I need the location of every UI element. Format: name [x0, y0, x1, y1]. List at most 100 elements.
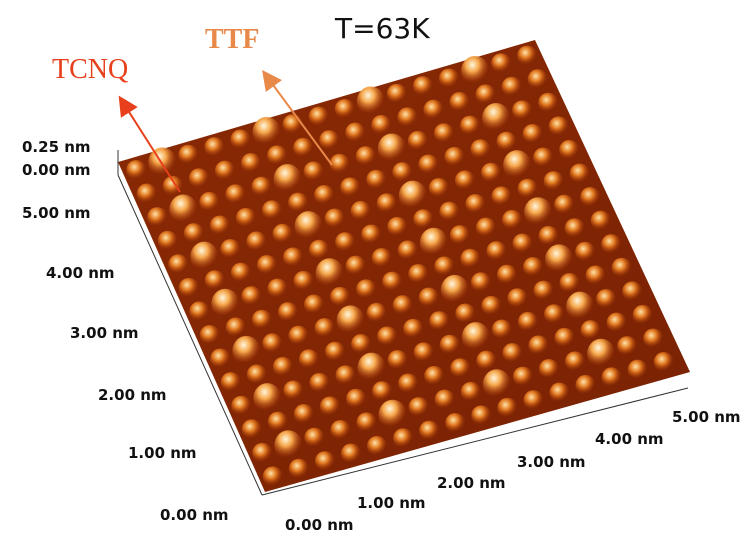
- surface-bump: [455, 303, 476, 324]
- surface-bump: [433, 123, 454, 144]
- y-tick-label: 2.00 nm: [98, 386, 167, 404]
- x-tick-label: 5.00 nm: [672, 408, 741, 426]
- surface-bump: [501, 76, 522, 97]
- surface-bump: [398, 373, 419, 394]
- surface-bump: [482, 369, 511, 400]
- surface-bump: [282, 114, 303, 135]
- surface-bump: [334, 98, 355, 119]
- surface-bump: [424, 365, 445, 386]
- surface-bump: [210, 348, 231, 369]
- surface-bump: [392, 162, 413, 183]
- surface-bump: [199, 324, 220, 345]
- surface-bump: [533, 280, 554, 301]
- surface-bump: [376, 193, 397, 214]
- surface-bump: [601, 367, 622, 388]
- surface-bump: [486, 241, 507, 262]
- surface-bump: [503, 150, 532, 181]
- y-tick-label: 1.00 nm: [128, 444, 197, 462]
- surface-bump: [351, 333, 372, 354]
- surface-bump: [204, 137, 225, 158]
- surface-bump: [585, 265, 606, 286]
- surface-bump: [345, 122, 366, 143]
- surface-bump: [346, 388, 367, 409]
- surface-bump: [209, 215, 230, 236]
- surface-bump: [559, 139, 580, 160]
- surface-bump: [274, 430, 303, 461]
- x-tick-label: 1.00 nm: [357, 494, 426, 512]
- z-tick-label: 0.00 nm: [22, 161, 91, 179]
- surface-bump: [481, 162, 502, 183]
- surface-bump: [246, 231, 267, 252]
- surface-bump: [465, 193, 486, 214]
- surface-bump: [444, 146, 465, 167]
- surface-bump: [543, 171, 564, 192]
- title: T=63K: [334, 12, 430, 45]
- surface-bump: [325, 341, 346, 362]
- surface-bump: [298, 349, 319, 370]
- surface-bump: [335, 232, 356, 253]
- surface-bump: [190, 241, 219, 272]
- surface-bump: [283, 247, 304, 268]
- surface-bump: [387, 216, 408, 237]
- surface-bump: [419, 420, 440, 441]
- surface-bump: [538, 92, 559, 113]
- surface-bump: [267, 278, 288, 299]
- surface-bump: [461, 322, 490, 353]
- surface-bump: [461, 55, 490, 86]
- surface-bump: [470, 139, 491, 160]
- surface-bump: [412, 76, 433, 97]
- surface-bump: [559, 272, 580, 293]
- surface-bump: [419, 227, 448, 258]
- surface-bump: [293, 270, 314, 291]
- surface-bump: [253, 383, 282, 414]
- surface-bump: [548, 116, 569, 137]
- surface-bump: [392, 295, 413, 316]
- surface-bump: [403, 318, 424, 339]
- surface-bump: [225, 184, 246, 205]
- surface-bump: [288, 192, 309, 213]
- surface-bump: [449, 92, 470, 113]
- surface-bump: [429, 311, 450, 332]
- x-tick-label: 2.00 nm: [437, 474, 506, 492]
- surface-bump: [329, 153, 350, 174]
- surface-bump: [408, 263, 429, 284]
- surface-bump: [262, 333, 283, 354]
- surface-bump: [512, 100, 533, 121]
- surface-bump: [538, 358, 559, 379]
- x-tick-label: 0.00 nm: [285, 516, 354, 534]
- surface-bump: [355, 146, 376, 167]
- surface-bump: [293, 404, 314, 425]
- surface-bump: [575, 374, 596, 395]
- surface-bump: [126, 159, 147, 180]
- surface-bump: [357, 352, 386, 383]
- surface-bump: [303, 161, 324, 182]
- surface-bump: [372, 381, 393, 402]
- surface-bump: [524, 197, 553, 228]
- surface-bump: [439, 334, 460, 355]
- surface-bump: [460, 248, 481, 269]
- surface-bump: [230, 129, 251, 150]
- surface-bump: [262, 466, 283, 487]
- surface-bump: [496, 264, 517, 285]
- surface-bump: [653, 352, 674, 373]
- surface-bump: [252, 116, 281, 147]
- surface-bump: [617, 336, 638, 357]
- surface-bump: [413, 342, 434, 363]
- surface-bump: [397, 107, 418, 128]
- surface-bump: [502, 343, 523, 364]
- surface-bump: [545, 244, 574, 275]
- surface-bump: [413, 209, 434, 230]
- surface-bump: [340, 443, 361, 464]
- surface-bump: [549, 382, 570, 403]
- surface-bump: [470, 272, 491, 293]
- surface-bump: [569, 163, 590, 184]
- surface-bump: [434, 389, 455, 410]
- tcnq-arrow: [118, 95, 181, 193]
- surface-bump: [382, 271, 403, 292]
- surface-bump: [523, 257, 544, 278]
- surface-bump: [361, 224, 382, 245]
- surface-bump: [566, 291, 595, 322]
- surface-bump: [315, 258, 344, 289]
- surface-bump: [235, 207, 256, 228]
